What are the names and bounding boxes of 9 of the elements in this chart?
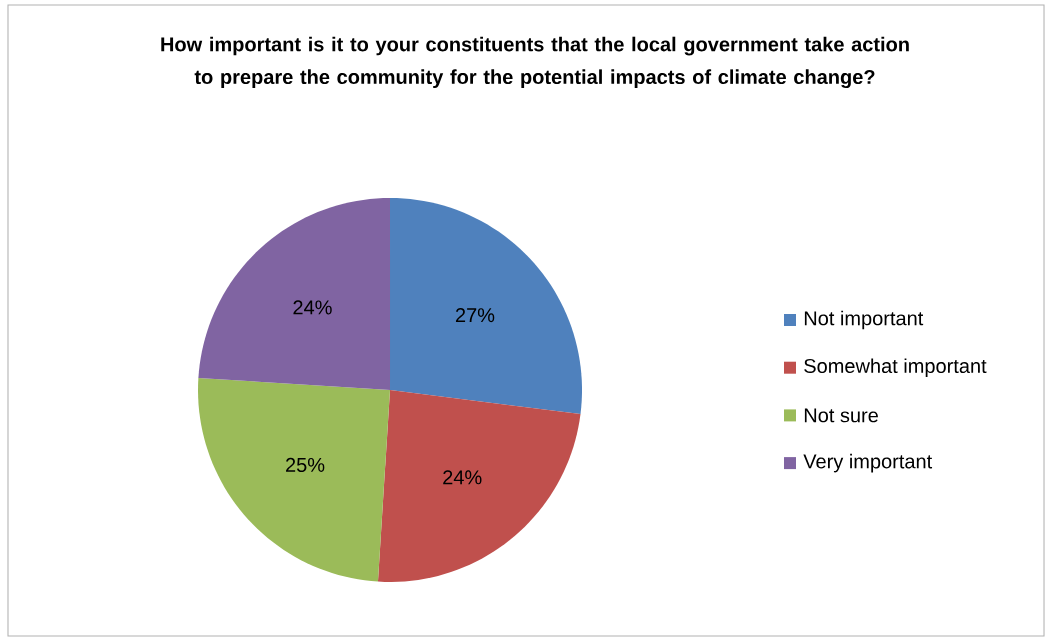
chart-title: How important is it to your constituents that the local government take action to prepare the community for the potential impacts of climate change?	[161, 36, 909, 89]
legend-label: Very important	[803, 453, 933, 473]
data-label: 24%	[443, 470, 482, 485]
legend-label: Not important	[804, 310, 924, 330]
data-label: 27%	[455, 308, 495, 323]
data-label: 24%	[293, 300, 332, 315]
data-label: 25%	[286, 457, 325, 472]
legend-label: Somewhat important	[804, 358, 987, 378]
legend-label: Not sure	[804, 408, 878, 423]
